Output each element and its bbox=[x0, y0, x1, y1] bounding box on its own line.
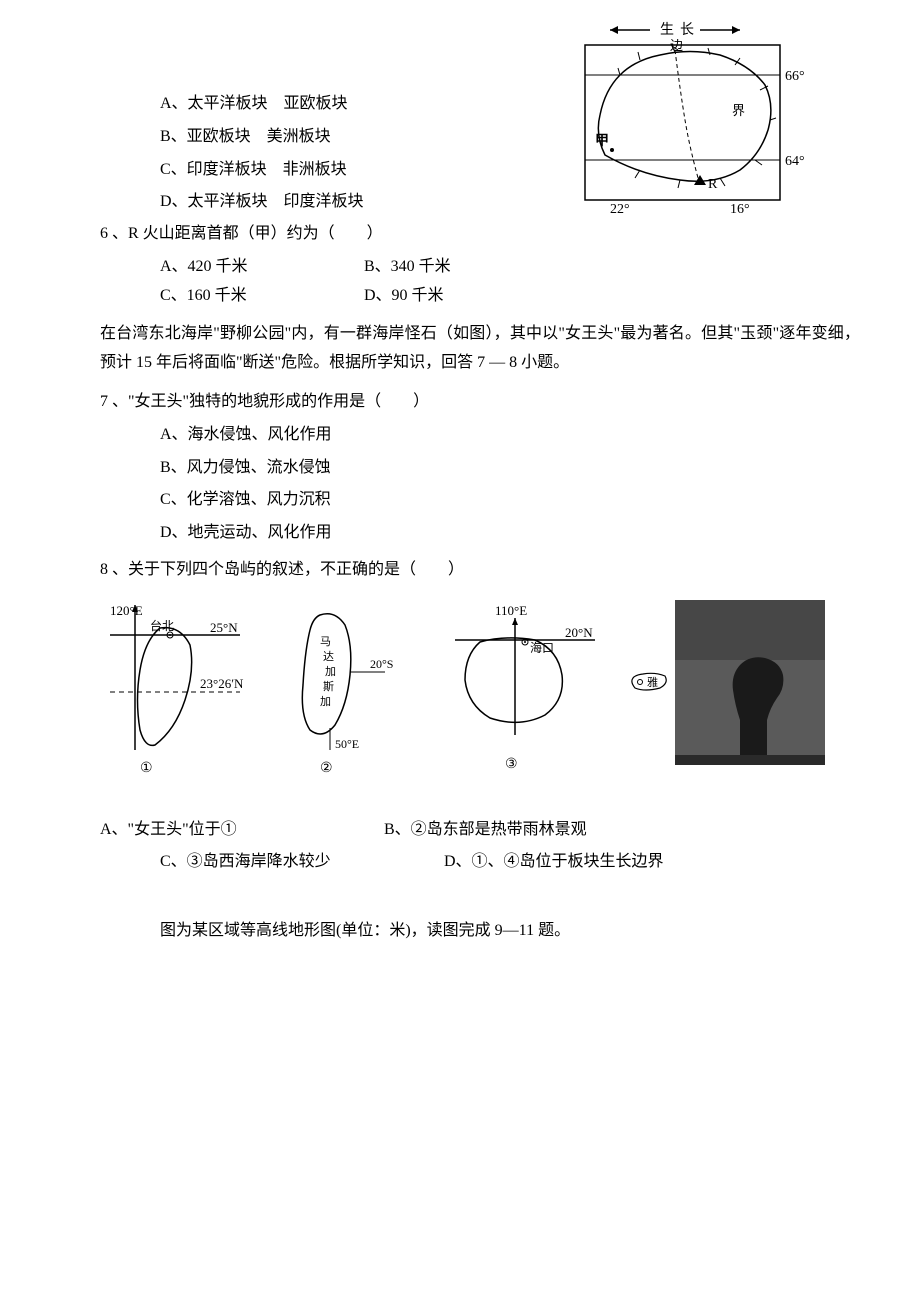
fig2-name5: 加 bbox=[320, 695, 331, 708]
fig1-city: 台北 bbox=[150, 618, 174, 633]
legend-zhang-label: 长 bbox=[680, 22, 694, 38]
q7-text: 7 、"女王头"独特的地貌形成的作用是（ ） bbox=[100, 388, 860, 417]
fig1-lat-top: 25°N bbox=[210, 620, 238, 635]
jie-label: 界 bbox=[732, 103, 745, 118]
island-2-madagascar: 马 达 加 斯 加 20°S 50°E ② bbox=[275, 600, 420, 786]
fig2-lon: 50°E bbox=[335, 737, 359, 751]
island-1-taiwan: 120°E 25°N 23°26′N 台北 ① bbox=[100, 600, 255, 786]
fig3-lon: 110°E bbox=[495, 603, 527, 618]
lat-64-label: 64° bbox=[785, 154, 805, 169]
q6-option-d: D、90 千米 bbox=[364, 282, 564, 311]
fig4-city: 雅 bbox=[647, 675, 658, 689]
fig2-name1: 马 bbox=[320, 635, 331, 648]
q6-text: 6 、R 火山距离首都（甲）约为（ ） bbox=[100, 220, 860, 249]
lat-66-label: 66° bbox=[785, 69, 805, 84]
q8-option-a: A、"女王头"位于① bbox=[100, 816, 380, 845]
lon-22-label: 22° bbox=[610, 202, 630, 215]
fig1-num: ① bbox=[140, 761, 153, 775]
q6-option-a: A、420 千米 bbox=[160, 253, 360, 282]
q7-option-b: B、风力侵蚀、流水侵蚀 bbox=[100, 454, 860, 483]
jia-label: 甲 bbox=[595, 133, 609, 149]
q7-option-c: C、化学溶蚀、风力沉积 bbox=[100, 486, 860, 515]
fig3-lat: 20°N bbox=[565, 625, 593, 640]
r-label: R bbox=[708, 177, 718, 192]
q8-option-c: C、③岛西海岸降水较少 bbox=[160, 848, 440, 877]
iceland-map-figure: 生 长 66° 64° 22° 16° 边 界 甲 bbox=[580, 20, 820, 210]
fig1-lon: 120°E bbox=[110, 603, 143, 618]
q8-options: A、"女王头"位于① B、②岛东部是热带雨林景观 C、③岛西海岸降水较少 D、①… bbox=[100, 816, 860, 878]
fig2-name4: 斯 bbox=[323, 680, 334, 693]
fig2-num: ② bbox=[320, 761, 333, 775]
legend-arrows: 生 长 bbox=[610, 22, 740, 38]
q8-text: 8 、关于下列四个岛屿的叙述，不正确的是（ ） bbox=[100, 556, 860, 585]
q7-option-d: D、地壳运动、风化作用 bbox=[100, 519, 860, 548]
fig2-lat: 20°S bbox=[370, 657, 393, 671]
q8-option-d: D、①、④岛位于板块生长边界 bbox=[444, 848, 664, 877]
q6-block: 6 、R 火山距离首都（甲）约为（ ） A、420 千米 B、340 千米 C、… bbox=[100, 220, 860, 310]
island-3-hainan: 110°E 20°N 海口 ③ bbox=[440, 600, 605, 786]
fig2-name3: 加 bbox=[325, 665, 336, 678]
fig3-city: 海口 bbox=[530, 640, 554, 655]
q8-block: 8 、关于下列四个岛屿的叙述，不正确的是（ ） bbox=[100, 556, 860, 585]
q7-block: 7 、"女王头"独特的地貌形成的作用是（ ） A、海水侵蚀、风化作用 B、风力侵… bbox=[100, 388, 860, 548]
queen-head-photo: 雅 bbox=[625, 600, 825, 786]
fig1-lat-bottom: 23°26′N bbox=[200, 676, 244, 691]
q8-option-b: B、②岛东部是热带雨林景观 bbox=[384, 816, 587, 845]
q6-option-b: B、340 千米 bbox=[364, 253, 564, 282]
fig3-num: ③ bbox=[505, 757, 518, 772]
lon-16-label: 16° bbox=[730, 202, 750, 215]
passage-9-11: 图为某区域等高线地形图(单位：米)，读图完成 9—11 题。 bbox=[100, 917, 860, 946]
fig2-name2: 达 bbox=[323, 650, 334, 663]
bian-label: 边 bbox=[670, 38, 683, 53]
legend-sheng-label: 生 bbox=[660, 22, 674, 38]
q6-option-c: C、160 千米 bbox=[160, 282, 360, 311]
passage-7-8: 在台湾东北海岸"野柳公园"内，有一群海岸怪石（如图），其中以"女王头"最为著名。… bbox=[100, 320, 860, 378]
island-figures-row: 120°E 25°N 23°26′N 台北 ① 马 达 加 斯 加 20°S bbox=[100, 600, 860, 786]
q7-option-a: A、海水侵蚀、风化作用 bbox=[100, 421, 860, 450]
